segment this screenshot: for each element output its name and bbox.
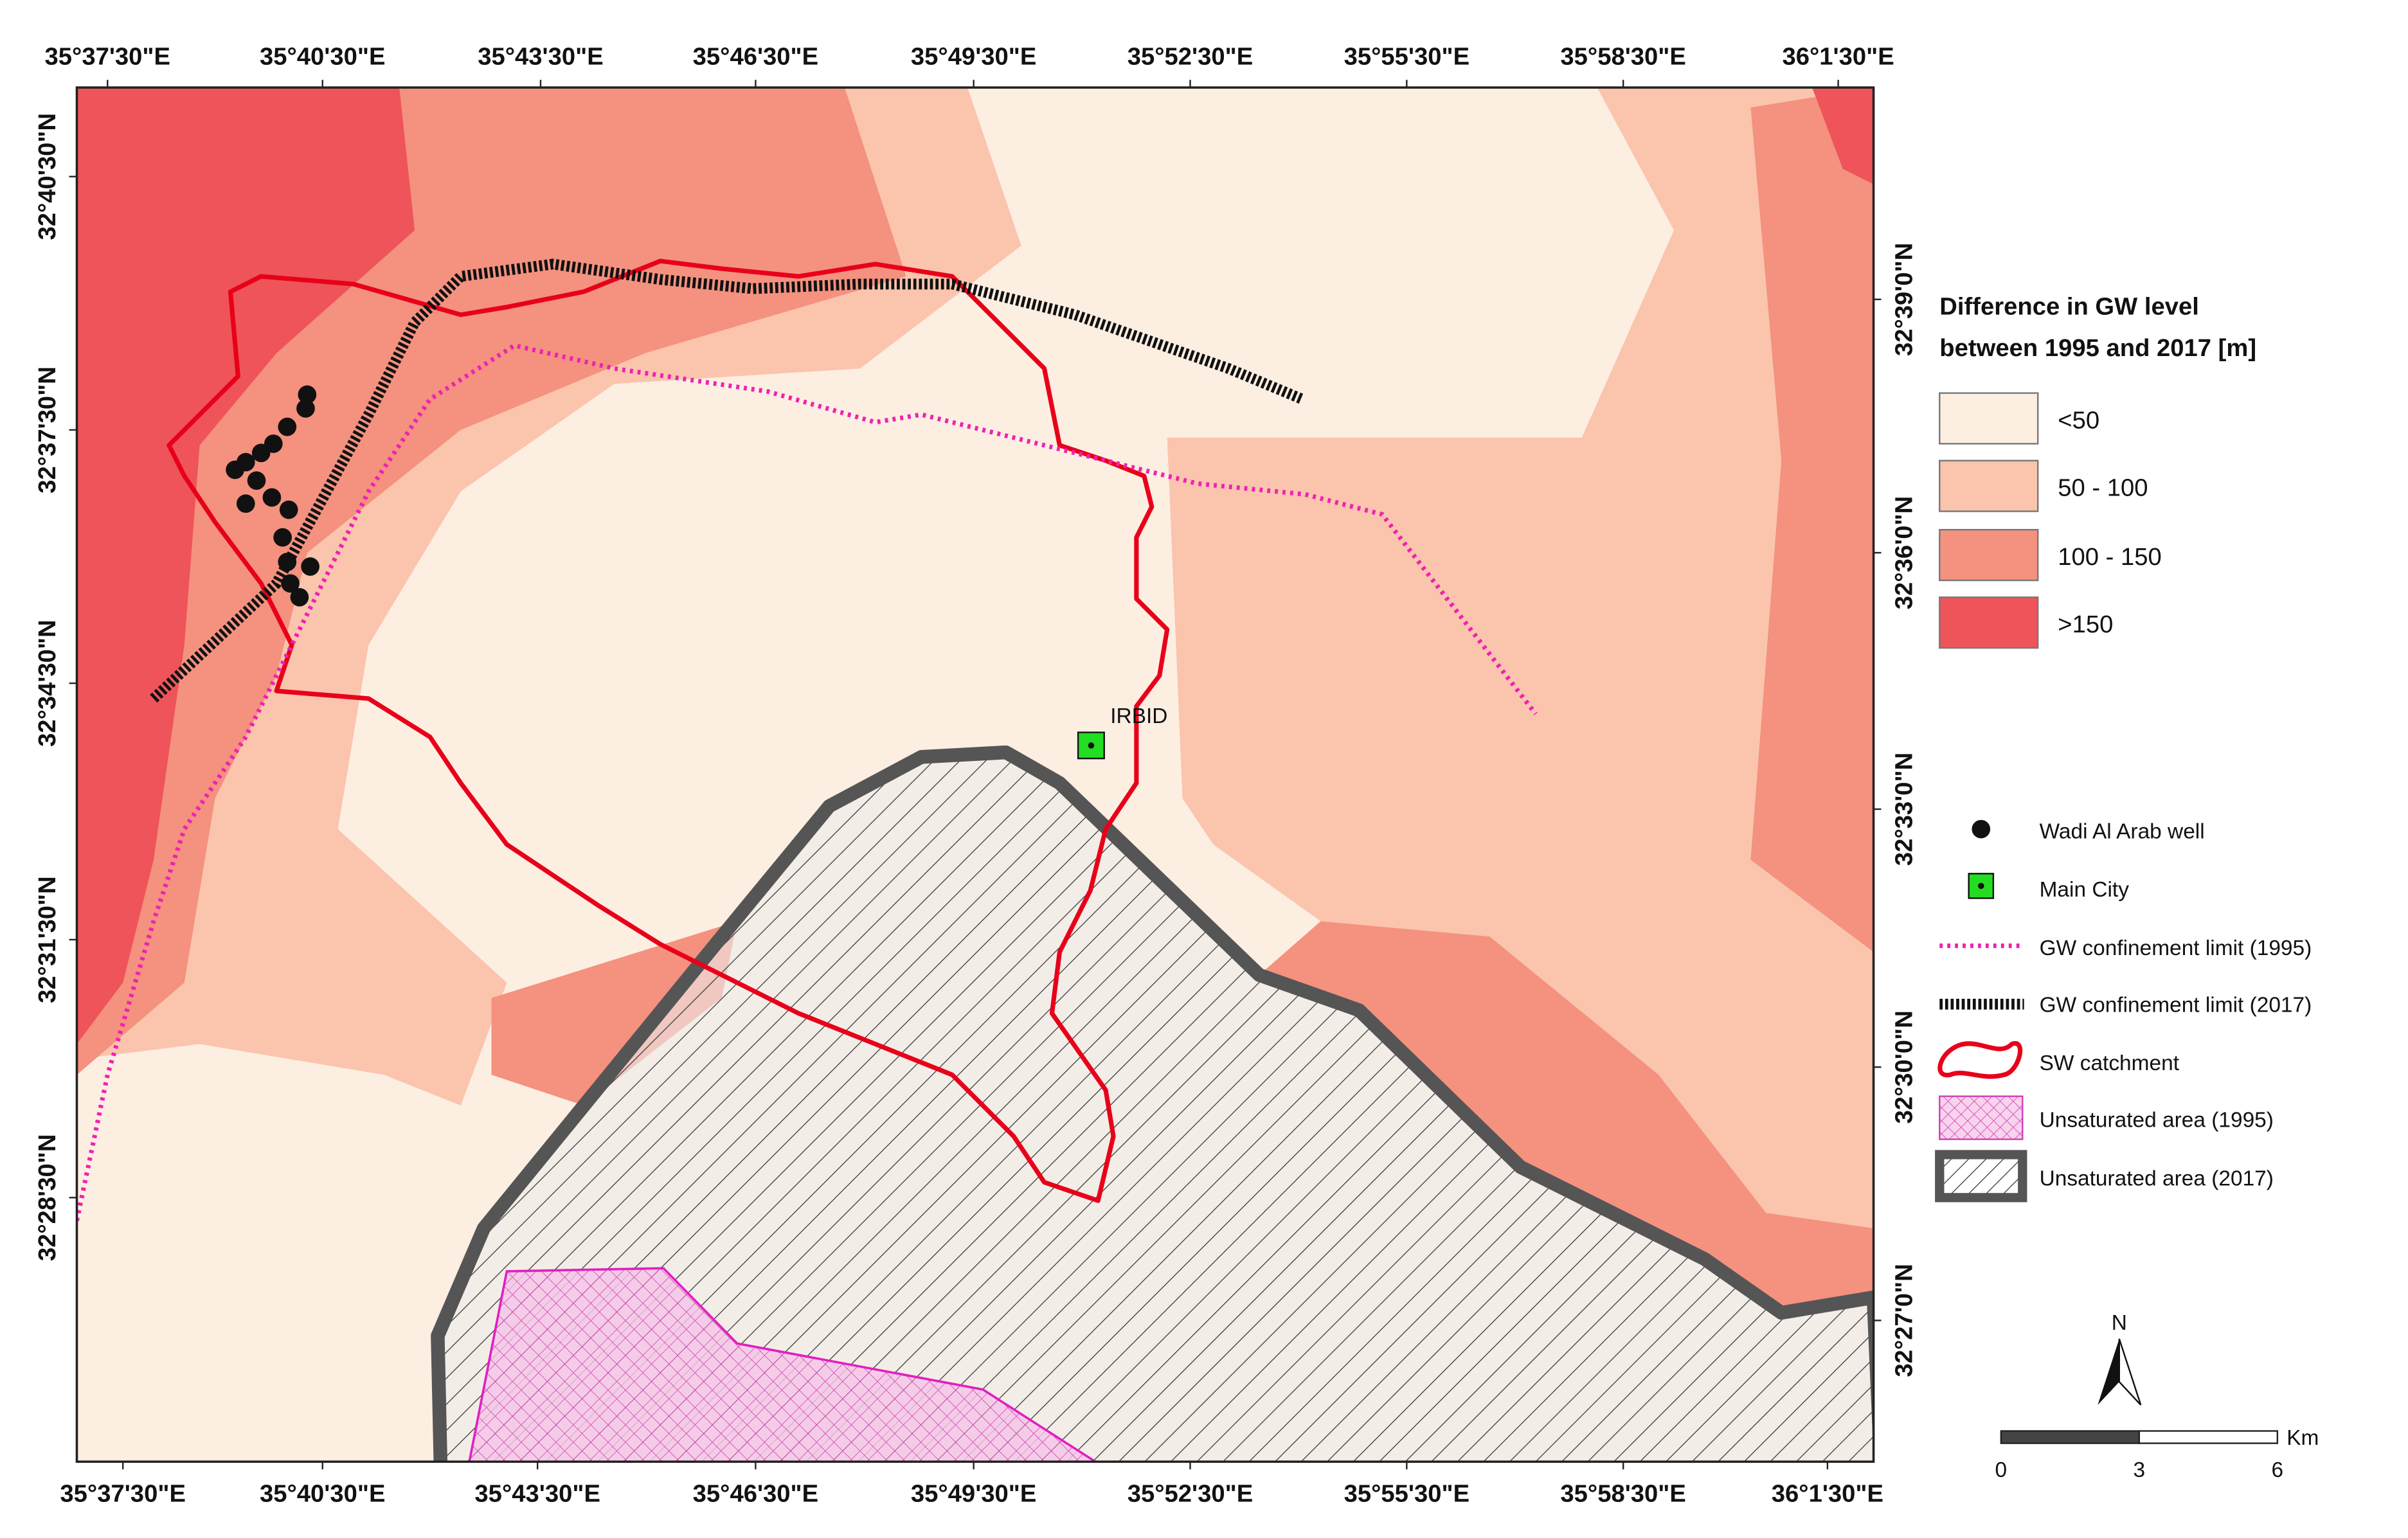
right-coord-label: 32°30'0"N bbox=[1890, 1010, 1918, 1123]
legend-label: >150 bbox=[2058, 611, 2113, 638]
scale-unit: Km bbox=[2287, 1426, 2319, 1450]
well bbox=[279, 500, 298, 519]
left-coord-label: 32°34'30"N bbox=[33, 620, 61, 747]
map-body: IRBID bbox=[76, 87, 1874, 1462]
top-coord-label: 35°49'30"E bbox=[911, 42, 1037, 70]
zone-100-150 bbox=[1259, 921, 1874, 1313]
legend-title: Difference in GW level bbox=[1939, 293, 2199, 321]
scale-label: 0 bbox=[1995, 1458, 2008, 1482]
well bbox=[273, 528, 292, 547]
right-coord-label: 32°39'0"N bbox=[1890, 243, 1918, 356]
north-arrow-right bbox=[2118, 1338, 2142, 1406]
top-coord-label: 35°55'30"E bbox=[1344, 42, 1470, 70]
left-coord-label: 32°40'30"N bbox=[33, 113, 61, 240]
well bbox=[281, 574, 300, 593]
bottom-coord-label: 35°43'30"E bbox=[474, 1480, 600, 1507]
legend-label: Wadi Al Arab well bbox=[2040, 819, 2205, 843]
top-coord-label: 35°43'30"E bbox=[478, 42, 604, 70]
bottom-coord-label: 35°52'30"E bbox=[1128, 1480, 1253, 1507]
legend-label: 100 - 150 bbox=[2058, 543, 2162, 571]
top-coord-label: 35°46'30"E bbox=[693, 42, 819, 70]
well bbox=[290, 587, 309, 607]
graticule-labels: 35°37'30"E 35°40'30"E 35°43'30"E 35°46'30"E… bbox=[33, 42, 1918, 1507]
legend-label: Unsaturated area (1995) bbox=[2040, 1108, 2274, 1132]
legend-swatch bbox=[1939, 460, 2039, 512]
legend-unsat2017 bbox=[1935, 1150, 2027, 1203]
scale-segment bbox=[2000, 1430, 2141, 1444]
legend-label: Unsaturated area (2017) bbox=[2040, 1167, 2274, 1190]
legend-catchment bbox=[1937, 1041, 2023, 1079]
legend-city-dot bbox=[1978, 882, 1984, 890]
bottom-coord-label: 35°58'30"E bbox=[1560, 1480, 1686, 1507]
bottom-coord-label: 35°55'30"E bbox=[1344, 1480, 1470, 1507]
unsaturated-2017 bbox=[431, 745, 1874, 1462]
legend-swatch bbox=[1939, 528, 2039, 582]
legend-label: GW confinement limit (2017) bbox=[2040, 993, 2312, 1017]
bottom-coord-label: 35°40'30"E bbox=[260, 1480, 386, 1507]
left-coord-label: 32°37'30"N bbox=[33, 366, 61, 494]
well bbox=[278, 553, 297, 571]
legend-title: between 1995 and 2017 [m] bbox=[1939, 334, 2256, 362]
zone-gt150 bbox=[1812, 87, 1874, 184]
left-coord-label: 32°31'30"N bbox=[33, 876, 61, 1003]
zone-100-150 bbox=[491, 921, 737, 1106]
top-coord-label: 35°52'30"E bbox=[1128, 42, 1253, 70]
well bbox=[278, 417, 297, 436]
city-marker-dot bbox=[1088, 742, 1095, 749]
scale-label: 3 bbox=[2134, 1458, 2146, 1482]
north-arrow-left bbox=[2098, 1339, 2119, 1405]
well bbox=[226, 460, 244, 479]
well bbox=[298, 385, 317, 404]
north-arrow: N bbox=[2098, 1311, 2142, 1406]
well bbox=[301, 557, 319, 576]
gw-limit-2017 bbox=[150, 258, 1305, 703]
legend-swatch bbox=[1939, 596, 2039, 649]
well bbox=[296, 399, 315, 418]
top-coord-label: 35°40'30"E bbox=[260, 42, 386, 70]
bottom-coord-label: 35°49'30"E bbox=[911, 1480, 1037, 1507]
unsaturated-1995 bbox=[468, 1267, 1098, 1462]
well bbox=[262, 488, 282, 507]
legend-label: <50 bbox=[2058, 407, 2099, 434]
well bbox=[236, 494, 255, 513]
sw-catchment bbox=[166, 258, 1170, 1203]
top-coord-label: 35°37'30"E bbox=[45, 42, 171, 70]
scale-segment bbox=[2138, 1430, 2279, 1444]
top-coord-label: 36°1'30"E bbox=[1782, 42, 1894, 70]
right-coord-label: 32°33'0"N bbox=[1890, 753, 1918, 866]
legend-unsat1995 bbox=[1939, 1095, 2024, 1140]
bottom-coord-label: 35°37'30"E bbox=[60, 1480, 186, 1507]
bottom-coord-label: 35°46'30"E bbox=[693, 1480, 819, 1507]
zone-gt150 bbox=[76, 87, 415, 1044]
legend-label: GW confinement limit (1995) bbox=[2040, 936, 2312, 960]
legend-well bbox=[1972, 819, 1991, 839]
top-coord-label: 35°58'30"E bbox=[1560, 42, 1686, 70]
legend-label: 50 - 100 bbox=[2058, 474, 2148, 502]
legend-label: Main City bbox=[2040, 878, 2130, 902]
left-coord-label: 32°28'30"N bbox=[33, 1134, 61, 1262]
wells bbox=[226, 385, 319, 607]
zone-100-150 bbox=[1750, 87, 1874, 952]
scale-bar: 0 3 6 Km bbox=[1995, 1426, 2319, 1482]
well bbox=[251, 443, 271, 463]
scale-label: 6 bbox=[2272, 1458, 2284, 1482]
right-coord-label: 32°36'0"N bbox=[1890, 496, 1918, 609]
city-label: IRBID bbox=[1110, 704, 1167, 728]
legend-label: SW catchment bbox=[2040, 1051, 2180, 1075]
right-coord-label: 32°27'0"N bbox=[1890, 1264, 1918, 1377]
legend: Difference in GW level between 1995 and … bbox=[1935, 293, 2312, 1203]
well bbox=[247, 471, 266, 490]
map-frame bbox=[75, 86, 1875, 1463]
north-label: N bbox=[2112, 1311, 2127, 1335]
bottom-coord-label: 36°1'30"E bbox=[1772, 1480, 1883, 1507]
legend-swatch bbox=[1939, 392, 2039, 445]
